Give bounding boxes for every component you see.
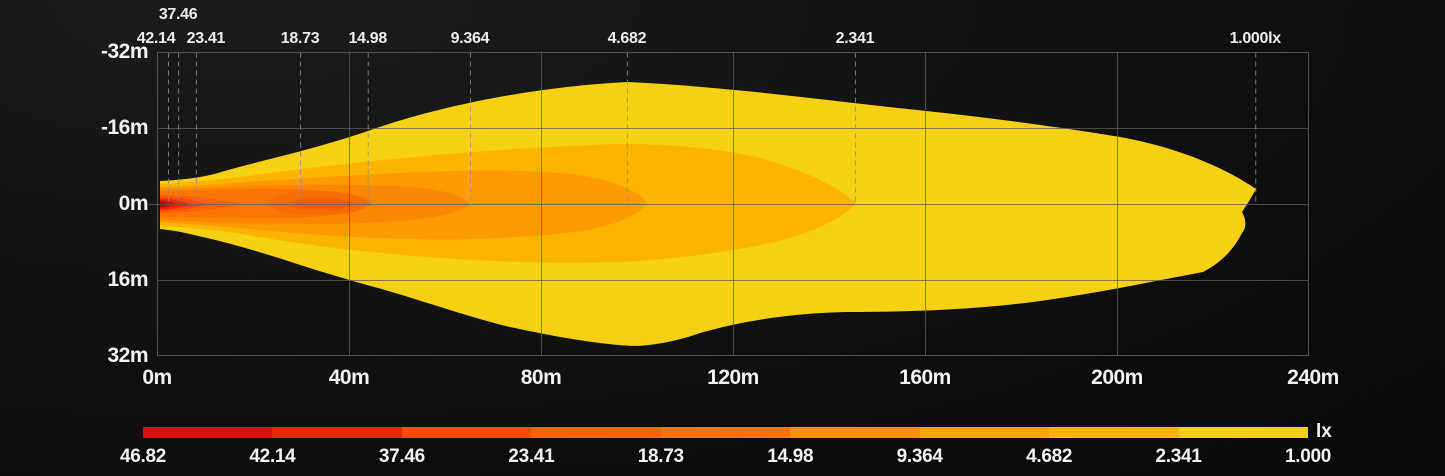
colorbar-level-label: 1.000	[1284, 446, 1332, 467]
colorbar-level-label: 4.682	[1026, 446, 1073, 467]
plot-gridlines	[149, 52, 1309, 356]
x-tick-label: 200m	[1091, 366, 1143, 389]
beam-contour-bands	[160, 82, 1256, 346]
isolux-marker-label: 42.14	[136, 30, 176, 47]
colorbar-unit-label: lx	[1316, 421, 1332, 442]
x-tick-label: 40m	[328, 366, 370, 389]
x-tick-label: 0m	[142, 366, 172, 389]
colorbar-level-label: 23.41	[508, 446, 555, 467]
y-tick-label: 32m	[107, 344, 148, 367]
y-tick-label: 16m	[107, 268, 148, 291]
y-tick-label: 0m	[118, 192, 149, 215]
x-tick-label: 120m	[707, 366, 759, 389]
colorbar-segment	[531, 427, 662, 438]
hotspot-core	[289, 196, 354, 211]
colorbar-segment	[1178, 427, 1309, 438]
intensity-colorbar	[143, 427, 1309, 438]
colorbar-segment	[401, 427, 532, 438]
isolux-marker-label: 18.73	[280, 30, 320, 47]
y-tick-label: -32m	[100, 40, 149, 63]
colorbar-segment	[660, 427, 791, 438]
colorbar-segment	[1049, 427, 1180, 438]
isolux-marker-label: 23.41	[186, 30, 226, 47]
colorbar-level-label: 2.341	[1155, 446, 1202, 467]
isolux-marker-label: 2.341	[835, 30, 875, 47]
isolux-marker-label: 1.000lx	[1229, 30, 1282, 47]
colorbar-segment	[143, 427, 273, 438]
isolux-marker-label: 37.46	[158, 6, 198, 23]
x-tick-label: 80m	[520, 366, 562, 389]
colorbar-segment	[272, 427, 403, 438]
isolux-marker-label: 9.364	[450, 30, 490, 47]
y-tick-label: -16m	[100, 116, 149, 139]
colorbar-level-label: 42.14	[249, 446, 296, 467]
plot-border	[157, 52, 1309, 356]
colorbar-level-label: 9.364	[896, 446, 943, 467]
isolux-marker-label: 4.682	[607, 30, 647, 47]
colorbar-level-label: 14.98	[767, 446, 814, 467]
colorbar-level-label: 18.73	[637, 446, 684, 467]
x-tick-label: 160m	[899, 366, 951, 389]
colorbar-segment	[919, 427, 1050, 438]
colorbar-level-label: 37.46	[378, 446, 425, 467]
isolux-marker-lines	[168, 52, 1257, 204]
colorbar-segment	[790, 427, 921, 438]
x-tick-label: 240m	[1287, 366, 1339, 389]
isolux-marker-label: 14.98	[348, 30, 387, 47]
colorbar-level-label: 46.82	[119, 446, 167, 467]
